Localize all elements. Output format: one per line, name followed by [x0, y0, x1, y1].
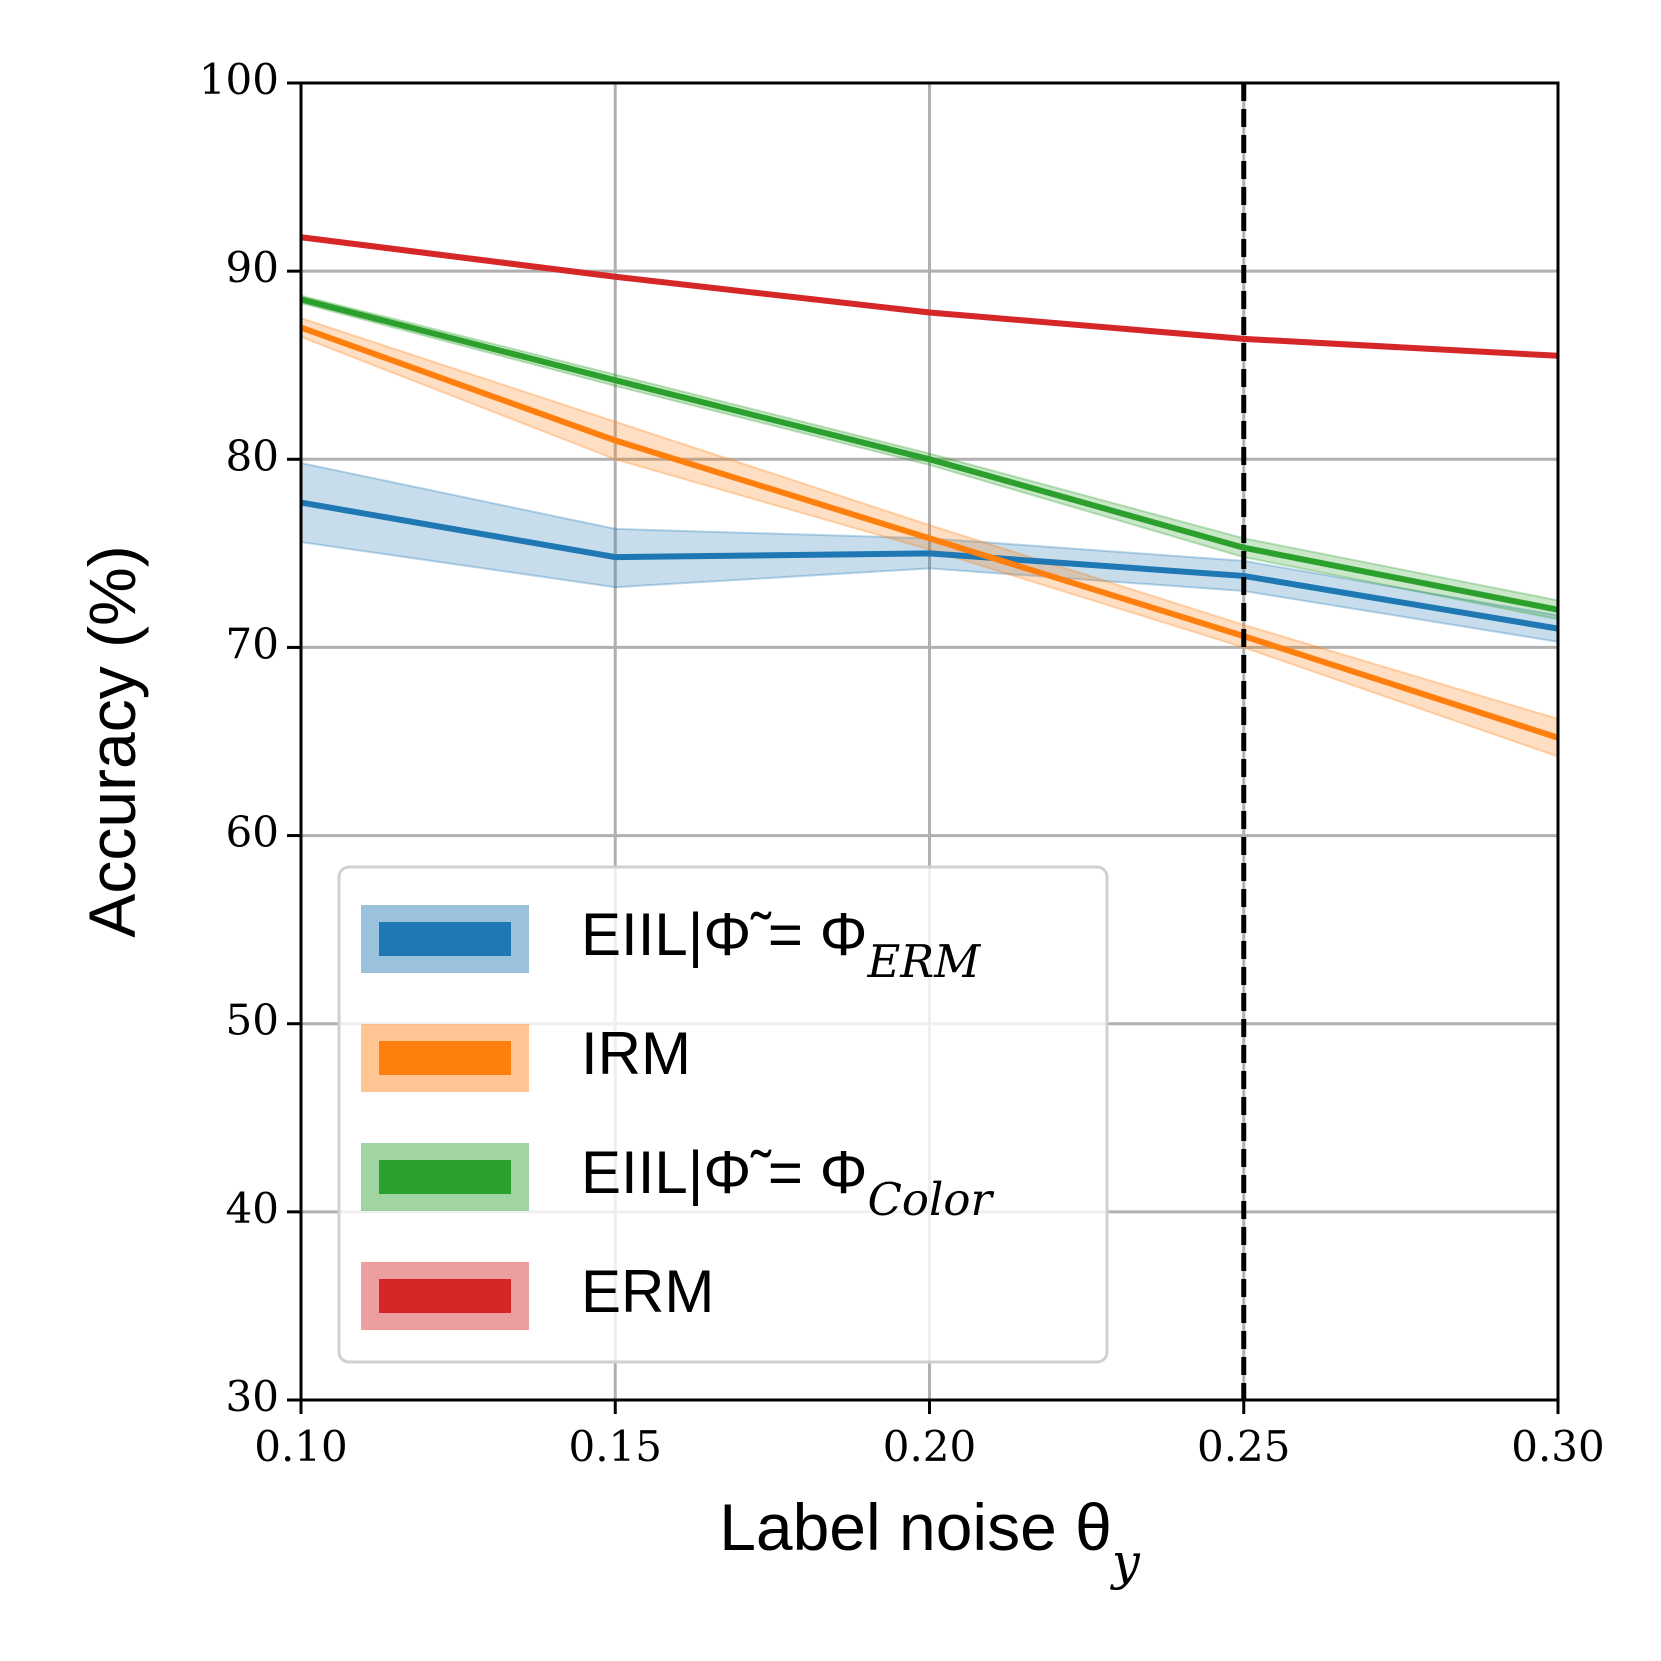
y-tick-label: 90 — [226, 243, 279, 292]
y-axis-label: Accuracy (%) — [75, 545, 149, 937]
legend-swatch-line — [379, 1279, 511, 1313]
legend-label: ERM — [581, 1258, 714, 1325]
y-tick-label: 40 — [226, 1184, 279, 1233]
y-tick-label: 100 — [199, 55, 279, 104]
series-line — [300, 234, 1559, 359]
series-line — [300, 296, 1559, 613]
legend-swatch-line — [379, 1041, 511, 1075]
y-tick-label: 50 — [226, 996, 279, 1045]
y-tick-label: 70 — [226, 619, 279, 668]
x-tick-label: 0.15 — [568, 1422, 662, 1471]
x-tick-label: 0.10 — [254, 1422, 348, 1471]
x-axis-label: Label noise θy — [719, 1490, 1141, 1591]
x-tick-label: 0.20 — [883, 1422, 977, 1471]
series-line — [300, 499, 1559, 632]
legend-box — [337, 865, 1109, 1364]
legend-label: EIIL|Φ̃ = ΦColor — [581, 1139, 994, 1226]
legend-swatch-line — [379, 922, 511, 956]
y-tick-label: 60 — [226, 808, 279, 857]
legend-label: IRM — [581, 1020, 691, 1087]
legend-label: EIIL|Φ̃ = ΦERM — [581, 901, 981, 988]
y-tick-label: 30 — [226, 1372, 279, 1421]
x-tick-label: 0.25 — [1197, 1422, 1291, 1471]
series-line — [299, 324, 1559, 741]
x-tick-label: 0.30 — [1511, 1422, 1605, 1471]
legend: EIIL|Φ̃ = ΦERM IRM EIIL|Φ̃ = ΦColor ERM — [337, 865, 1109, 1364]
plot-frame — [299, 81, 1560, 1402]
legend-swatch-line — [379, 1160, 511, 1194]
y-tick-label: 80 — [226, 431, 279, 480]
